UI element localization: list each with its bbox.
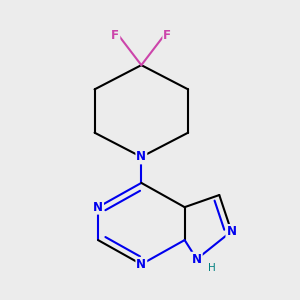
Text: N: N [192,253,202,266]
Text: N: N [226,225,236,238]
Text: N: N [136,258,146,271]
Text: N: N [136,150,146,164]
Text: F: F [111,29,119,42]
Text: N: N [93,201,103,214]
Text: F: F [163,29,171,42]
Text: H: H [208,263,216,273]
